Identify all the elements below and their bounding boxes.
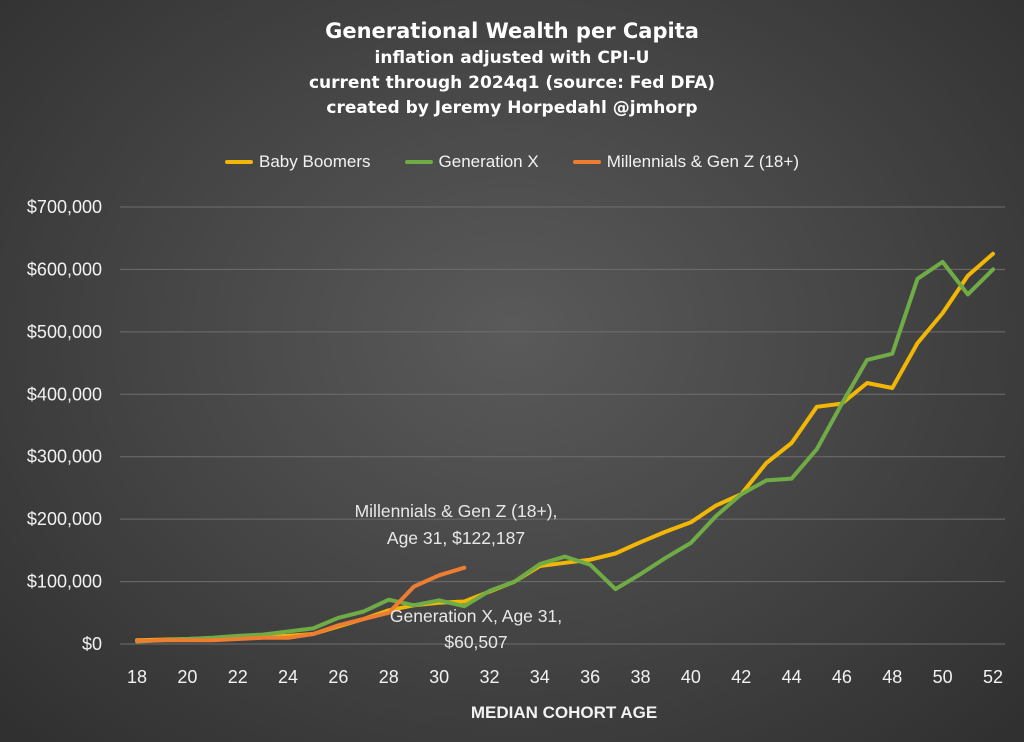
- chart-subtitle-3: created by Jeremy Horpedahl @jmhorp: [326, 98, 698, 118]
- x-tick-label: 20: [177, 667, 197, 687]
- annotation-genx-line2: $60,507: [444, 632, 507, 652]
- chart-title: Generational Wealth per Capita: [325, 19, 699, 43]
- y-tick-label: $100,000: [27, 572, 102, 592]
- x-tick-label: 24: [278, 667, 298, 687]
- y-tick-label: $400,000: [27, 384, 102, 404]
- x-tick-label: 18: [127, 667, 147, 687]
- x-tick-label: 44: [782, 667, 802, 687]
- legend-swatch-millennials-gen-z: [572, 160, 601, 164]
- y-tick-label: $600,000: [27, 259, 102, 279]
- legend-label: Baby Boomers: [259, 152, 371, 171]
- legend-swatch-generation-x: [404, 160, 433, 164]
- y-axis-ticks: $0 $100,000 $200,000 $300,000 $400,000 $500,0…: [27, 197, 102, 654]
- x-axis-label: MEDIAN COHORT AGE: [471, 703, 657, 722]
- x-tick-label: 50: [933, 667, 953, 687]
- x-tick-label: 26: [328, 667, 348, 687]
- x-tick-label: 46: [832, 667, 852, 687]
- legend-item-millennials-gen-z: Millennials & Gen Z (18+): [572, 152, 799, 172]
- series-line-millennials-gen-z-18: [135, 565, 467, 643]
- x-tick-label: 42: [731, 667, 751, 687]
- y-tick-label: $500,000: [27, 322, 102, 342]
- x-tick-label: 30: [429, 667, 449, 687]
- x-tick-label: 38: [631, 667, 651, 687]
- annotation-millennials-line2: Age 31, $122,187: [387, 528, 525, 548]
- annotation-genx-line1: Generation X, Age 31,: [390, 606, 562, 626]
- series-line-baby-boomers: [135, 251, 995, 643]
- y-tick-label: $700,000: [27, 197, 102, 217]
- x-axis-ticks: 18 20 22 24 26 28 30 32 34 36 38 40 42 44 46 48 50 52: [127, 667, 1003, 687]
- y-tick-label: $0: [82, 634, 102, 654]
- x-tick-label: 34: [530, 667, 550, 687]
- chart-title-block: Generational Wealth per Capita inflation…: [0, 16, 1024, 121]
- annotation-millennials-line1: Millennials & Gen Z (18+),: [355, 501, 558, 521]
- x-tick-label: 36: [580, 667, 600, 687]
- legend-item-baby-boomers: Baby Boomers: [225, 152, 371, 172]
- legend-item-generation-x: Generation X: [404, 152, 539, 172]
- chart-legend: Baby Boomers Generation X Millennials & …: [0, 152, 1024, 172]
- x-tick-label: 22: [228, 667, 248, 687]
- x-tick-label: 52: [983, 667, 1003, 687]
- chart-subtitle-1: inflation adjusted with CPI-U: [374, 48, 650, 68]
- legend-swatch-baby-boomers: [225, 160, 254, 164]
- x-tick-label: 28: [379, 667, 399, 687]
- x-tick-label: 40: [681, 667, 701, 687]
- legend-label: Millennials & Gen Z (18+): [606, 152, 799, 171]
- chart-subtitle-2: current through 2024q1 (source: Fed DFA): [308, 73, 716, 93]
- x-tick-label: 48: [882, 667, 902, 687]
- x-tick-label: 32: [479, 667, 499, 687]
- y-tick-label: $200,000: [27, 509, 102, 529]
- gridlines: [120, 206, 1005, 645]
- y-tick-label: $300,000: [27, 447, 102, 467]
- legend-label: Generation X: [438, 152, 539, 171]
- series-line-generation-x: [135, 259, 995, 644]
- series-lines: [135, 251, 995, 644]
